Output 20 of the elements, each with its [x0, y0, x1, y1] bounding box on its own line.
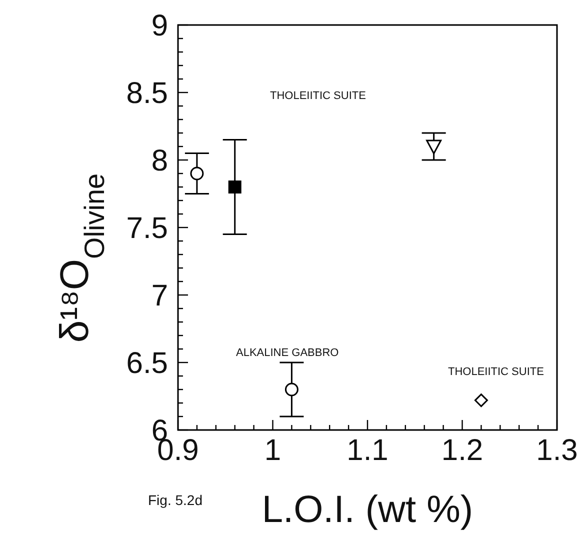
y-tick-label: 7: [151, 280, 168, 312]
y-tick-label: 6.5: [126, 347, 168, 380]
x-tick-label: 1: [264, 434, 282, 467]
y-tick-label: 9: [151, 10, 168, 42]
x-axis-title: L.O.I. (wt %): [262, 489, 474, 531]
y-tick-label: 7.5: [126, 212, 168, 245]
x-tick-label: 1.2: [441, 434, 484, 467]
y-tick-label: 8: [151, 144, 168, 178]
annotation: THOLEIITIC SUITE: [270, 90, 366, 102]
point: [190, 166, 204, 180]
point: [426, 140, 442, 154]
x-tick-label: 1.3: [536, 434, 578, 467]
annotation: ALKALINE GABBRO: [236, 347, 339, 359]
annotation: THOLEIITIC SUITE: [448, 366, 544, 378]
point: [474, 394, 488, 408]
x-tick-label: 1.1: [346, 434, 388, 467]
caption: Fig. 5.2d: [148, 492, 202, 508]
point: [284, 382, 298, 396]
y-tick-label: 8.5: [126, 77, 168, 110]
point: [228, 180, 242, 194]
